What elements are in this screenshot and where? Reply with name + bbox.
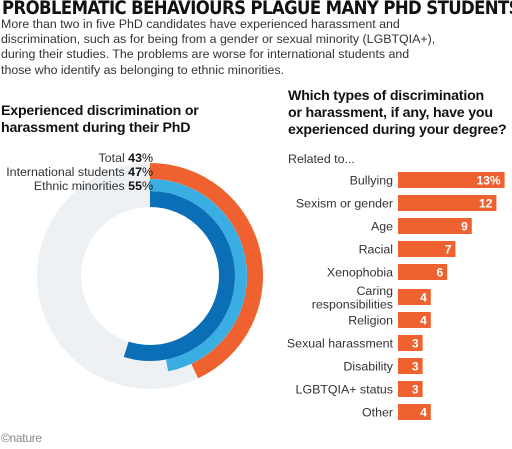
- bar: [398, 381, 423, 397]
- bar: [398, 312, 431, 328]
- bar-value-label: 4: [420, 406, 427, 420]
- credit-nature: ©nature: [1, 431, 42, 445]
- bar-category-label: Racial: [359, 243, 393, 257]
- ring-label-value: 55: [128, 179, 142, 193]
- headline: PROBLEMATIC BEHAVIOURS PLAGUE MANY PHD S…: [2, 0, 512, 19]
- ring-label-unit: %: [141, 179, 153, 193]
- bar-title-line: or harassment, if any, have you: [288, 105, 493, 121]
- bar-category-label: Disability: [343, 360, 393, 374]
- ring-label-name: Total: [98, 151, 125, 165]
- bar-category-label: Caring: [356, 284, 393, 298]
- standfirst: More than two in five PhD candidates hav…: [1, 17, 511, 78]
- bar: [398, 218, 472, 234]
- ring-label-total: Total 43%: [0, 151, 153, 165]
- ring-arc-ethnic-minorities: [123, 191, 235, 361]
- ring-label-value: 43: [128, 151, 142, 165]
- bar: [398, 289, 431, 305]
- bar-category-label: Sexism or gender: [296, 197, 393, 211]
- ring-arc-international-students: [149, 179, 248, 372]
- bar-category-label: Sexual harassment: [287, 337, 394, 351]
- bar-category-label: Age: [371, 220, 393, 234]
- bar-category-label: Xenophobia: [327, 266, 393, 280]
- bar-value-label: 3: [412, 337, 419, 351]
- ring-label-name: International students: [6, 165, 125, 179]
- bar: [398, 241, 456, 257]
- standfirst-line: during their studies. The problems are w…: [1, 47, 410, 62]
- standfirst-line: those who identify as belonging to ethni…: [1, 62, 285, 77]
- bar-value-label: 7: [445, 243, 452, 257]
- bar-value-label: 6: [437, 266, 444, 280]
- bar: [398, 172, 505, 188]
- bar: [398, 335, 423, 351]
- ring-label-unit: %: [141, 165, 153, 179]
- donut-title-line: Experienced discrimination or: [1, 103, 199, 119]
- ring-label-ethnic: Ethnic minorities 55%: [0, 179, 153, 193]
- bar-chart-subtitle: Related to...: [288, 152, 355, 166]
- ring-label-unit: %: [141, 151, 153, 165]
- bar-category-label: Other: [362, 406, 393, 420]
- bar-category-label: LGBTQIA+ status: [296, 383, 393, 397]
- donut-chart-title: Experienced discrimination or harassment…: [1, 103, 199, 137]
- bar-value-label: 3: [412, 360, 419, 374]
- bar-category-label: responsibilities: [312, 297, 393, 311]
- bar-value-label: 13%: [477, 174, 501, 188]
- ring-label-name: Ethnic minorities: [33, 179, 125, 193]
- standfirst-line: discrimination, such as for being from a…: [1, 32, 436, 47]
- bar-category-label: Bullying: [350, 174, 394, 188]
- bar-value-label: 4: [420, 314, 427, 328]
- standfirst-line: More than two in five PhD candidates hav…: [1, 17, 400, 31]
- ring-label-international: International students 47%: [0, 165, 153, 179]
- ring-arc-total: [149, 163, 263, 379]
- bar-chart-title: Which types of discrimination or harassm…: [288, 88, 507, 139]
- donut-title-line: harassment during their PhD: [1, 120, 191, 136]
- bar: [398, 358, 423, 374]
- bar-value-label: 3: [412, 383, 419, 397]
- bar-value-label: 12: [479, 197, 493, 211]
- bar-value-label: 9: [461, 220, 468, 234]
- bar: [398, 264, 448, 280]
- bar-value-label: 4: [420, 291, 427, 305]
- bar-title-line: Which types of discrimination: [288, 88, 484, 104]
- ring-legend: Total 43% International students 47% Eth…: [0, 151, 153, 193]
- bar: [398, 404, 431, 420]
- ring-label-value: 47: [128, 165, 142, 179]
- bar-category-label: Religion: [348, 314, 393, 328]
- bar-title-line: experienced during your degree?: [288, 122, 507, 138]
- bar: [398, 195, 497, 211]
